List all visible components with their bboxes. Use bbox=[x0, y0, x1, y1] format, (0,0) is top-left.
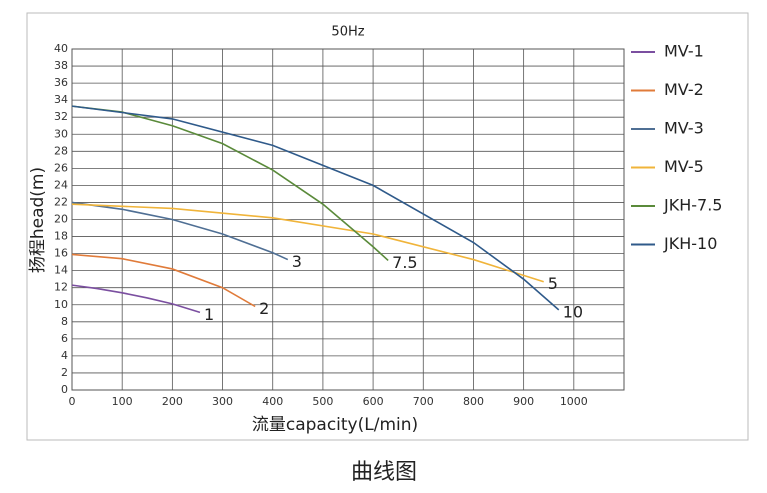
x-tick-label: 900 bbox=[513, 395, 534, 408]
y-axis-label: 扬程head(m) bbox=[28, 167, 48, 273]
series-line bbox=[71, 284, 201, 314]
chart-title: 50Hz bbox=[331, 25, 364, 40]
x-tick-label: 600 bbox=[363, 395, 384, 408]
y-tick-label: 4 bbox=[61, 349, 68, 362]
legend-label: JKH-7.5 bbox=[663, 196, 722, 215]
y-tick-label: 28 bbox=[54, 144, 68, 157]
y-tick-label: 8 bbox=[61, 315, 68, 328]
end-label: 10 bbox=[563, 302, 583, 321]
y-tick-label: 34 bbox=[54, 93, 68, 106]
x-tick-label: 400 bbox=[262, 395, 283, 408]
x-tick-label: 100 bbox=[112, 395, 133, 408]
x-tick-label: 700 bbox=[413, 395, 434, 408]
y-tick-label: 0 bbox=[61, 383, 68, 396]
end-label: 1 bbox=[204, 305, 214, 324]
y-tick-label: 36 bbox=[54, 76, 68, 89]
x-tick-label: 300 bbox=[212, 395, 233, 408]
legend-label: MV-3 bbox=[664, 119, 704, 138]
y-tick-label: 32 bbox=[54, 110, 68, 123]
y-tick-label: 38 bbox=[54, 59, 68, 72]
y-tick-label: 18 bbox=[54, 230, 68, 243]
y-tick-label: 24 bbox=[54, 178, 68, 191]
legend-label: MV-5 bbox=[664, 157, 704, 176]
y-tick-label: 20 bbox=[54, 213, 68, 226]
legend-label: JKH-10 bbox=[663, 234, 717, 253]
x-tick-label: 200 bbox=[162, 395, 183, 408]
caption: 曲线图 bbox=[351, 460, 417, 485]
series-line bbox=[71, 201, 289, 261]
series-line bbox=[71, 105, 560, 311]
y-tick-label: 14 bbox=[54, 264, 68, 277]
x-tick-label: 0 bbox=[69, 395, 76, 408]
x-axis-label: 流量capacity(L/min) bbox=[252, 415, 418, 435]
x-tick-label: 500 bbox=[312, 395, 333, 408]
y-tick-label: 16 bbox=[54, 247, 68, 260]
series-line bbox=[71, 203, 544, 283]
y-tick-label: 10 bbox=[54, 298, 68, 311]
y-tick-label: 40 bbox=[54, 42, 68, 55]
chart-frame bbox=[26, 12, 749, 441]
y-tick-label: 2 bbox=[61, 366, 68, 379]
legend-label: MV-2 bbox=[664, 80, 704, 99]
end-label: 5 bbox=[548, 274, 558, 293]
y-tick-label: 22 bbox=[54, 195, 68, 208]
end-label: 7.5 bbox=[392, 253, 417, 272]
y-tick-label: 6 bbox=[61, 332, 68, 345]
end-label: 3 bbox=[292, 252, 302, 271]
y-tick-label: 12 bbox=[54, 281, 68, 294]
series-line bbox=[71, 253, 256, 308]
x-tick-label: 800 bbox=[463, 395, 484, 408]
end-label: 2 bbox=[259, 299, 269, 318]
y-tick-label: 26 bbox=[54, 161, 68, 174]
legend-label: MV-1 bbox=[664, 42, 704, 61]
y-tick-label: 30 bbox=[54, 127, 68, 140]
x-tick-label: 1000 bbox=[560, 395, 588, 408]
